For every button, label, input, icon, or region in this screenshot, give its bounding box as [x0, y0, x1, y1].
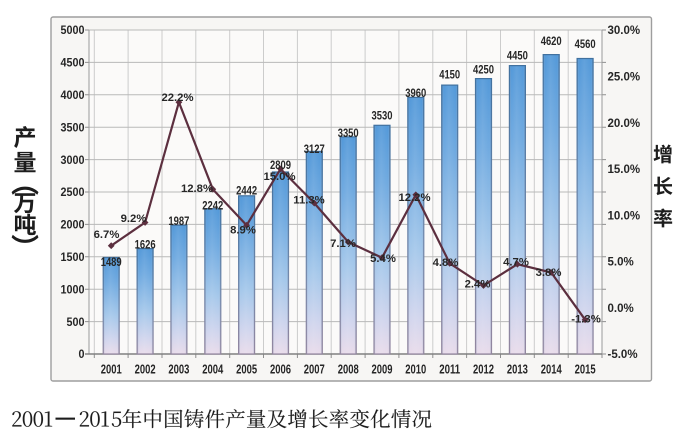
svg-text:2013: 2013	[507, 363, 528, 377]
svg-text:2001: 2001	[101, 363, 122, 377]
svg-text:4560: 4560	[575, 39, 596, 51]
svg-text:2009: 2009	[372, 363, 393, 377]
svg-text:7.1%: 7.1%	[330, 238, 356, 250]
svg-text:22.2%: 22.2%	[161, 92, 193, 104]
svg-text:2005: 2005	[236, 363, 257, 377]
svg-text:9.2%: 9.2%	[121, 213, 147, 225]
svg-text:2.4%: 2.4%	[465, 279, 491, 291]
svg-text:4450: 4450	[507, 51, 528, 63]
svg-text:0: 0	[79, 347, 85, 361]
svg-text:5.0%: 5.0%	[608, 257, 634, 269]
svg-text:1500: 1500	[61, 250, 85, 264]
svg-text:2242: 2242	[202, 201, 223, 213]
svg-text:3127: 3127	[304, 144, 325, 156]
svg-text:-1.3%: -1.3%	[571, 314, 601, 326]
svg-text:2004: 2004	[202, 363, 223, 377]
svg-text:2012: 2012	[473, 363, 494, 377]
svg-text:8.9%: 8.9%	[230, 225, 256, 237]
svg-text:25.0%: 25.0%	[608, 72, 641, 84]
svg-text:2002: 2002	[135, 363, 156, 377]
svg-text:3530: 3530	[372, 111, 393, 123]
svg-text:2014: 2014	[541, 363, 562, 377]
svg-text:0.0%: 0.0%	[608, 303, 634, 315]
svg-text:15.0%: 15.0%	[263, 171, 295, 183]
svg-text:2000: 2000	[61, 218, 85, 232]
svg-text:2442: 2442	[236, 186, 257, 198]
svg-text:2003: 2003	[168, 363, 189, 377]
svg-text:3000: 3000	[61, 153, 85, 167]
svg-text:1489: 1489	[101, 257, 122, 269]
svg-text:1626: 1626	[135, 240, 156, 252]
svg-text:11.3%: 11.3%	[293, 195, 324, 207]
svg-text:10.0%: 10.0%	[608, 210, 641, 222]
svg-text:4000: 4000	[61, 88, 85, 102]
svg-text:2006: 2006	[270, 363, 291, 377]
svg-text:20.0%: 20.0%	[608, 118, 641, 130]
svg-text:1987: 1987	[168, 216, 189, 228]
svg-text:-5.0%: -5.0%	[608, 349, 638, 361]
svg-text:12.8%: 12.8%	[181, 183, 213, 195]
svg-text:5000: 5000	[61, 23, 85, 37]
svg-text:12.2%: 12.2%	[398, 192, 430, 204]
svg-text:2809: 2809	[270, 160, 291, 172]
svg-text:2007: 2007	[304, 363, 325, 377]
svg-text:2500: 2500	[61, 185, 85, 199]
svg-text:500: 500	[67, 315, 85, 329]
svg-text:3960: 3960	[405, 88, 426, 100]
svg-text:2011: 2011	[439, 363, 460, 377]
svg-text:15.0%: 15.0%	[608, 164, 641, 176]
svg-text:4150: 4150	[439, 70, 460, 82]
svg-text:3500: 3500	[61, 120, 85, 134]
svg-text:2010: 2010	[405, 363, 426, 377]
svg-text:6.7%: 6.7%	[94, 229, 120, 241]
svg-text:2008: 2008	[338, 363, 359, 377]
svg-text:5.4%: 5.4%	[370, 253, 396, 265]
svg-text:4500: 4500	[61, 56, 85, 70]
svg-text:2015: 2015	[575, 363, 596, 377]
svg-text:4.7%: 4.7%	[503, 257, 529, 269]
svg-text:3350: 3350	[338, 128, 359, 140]
svg-text:3.8%: 3.8%	[536, 267, 562, 279]
svg-text:1000: 1000	[61, 282, 85, 296]
svg-text:4620: 4620	[541, 36, 562, 48]
svg-text:30.0%: 30.0%	[608, 25, 641, 37]
svg-text:4250: 4250	[473, 65, 494, 77]
svg-text:4.8%: 4.8%	[433, 257, 459, 269]
